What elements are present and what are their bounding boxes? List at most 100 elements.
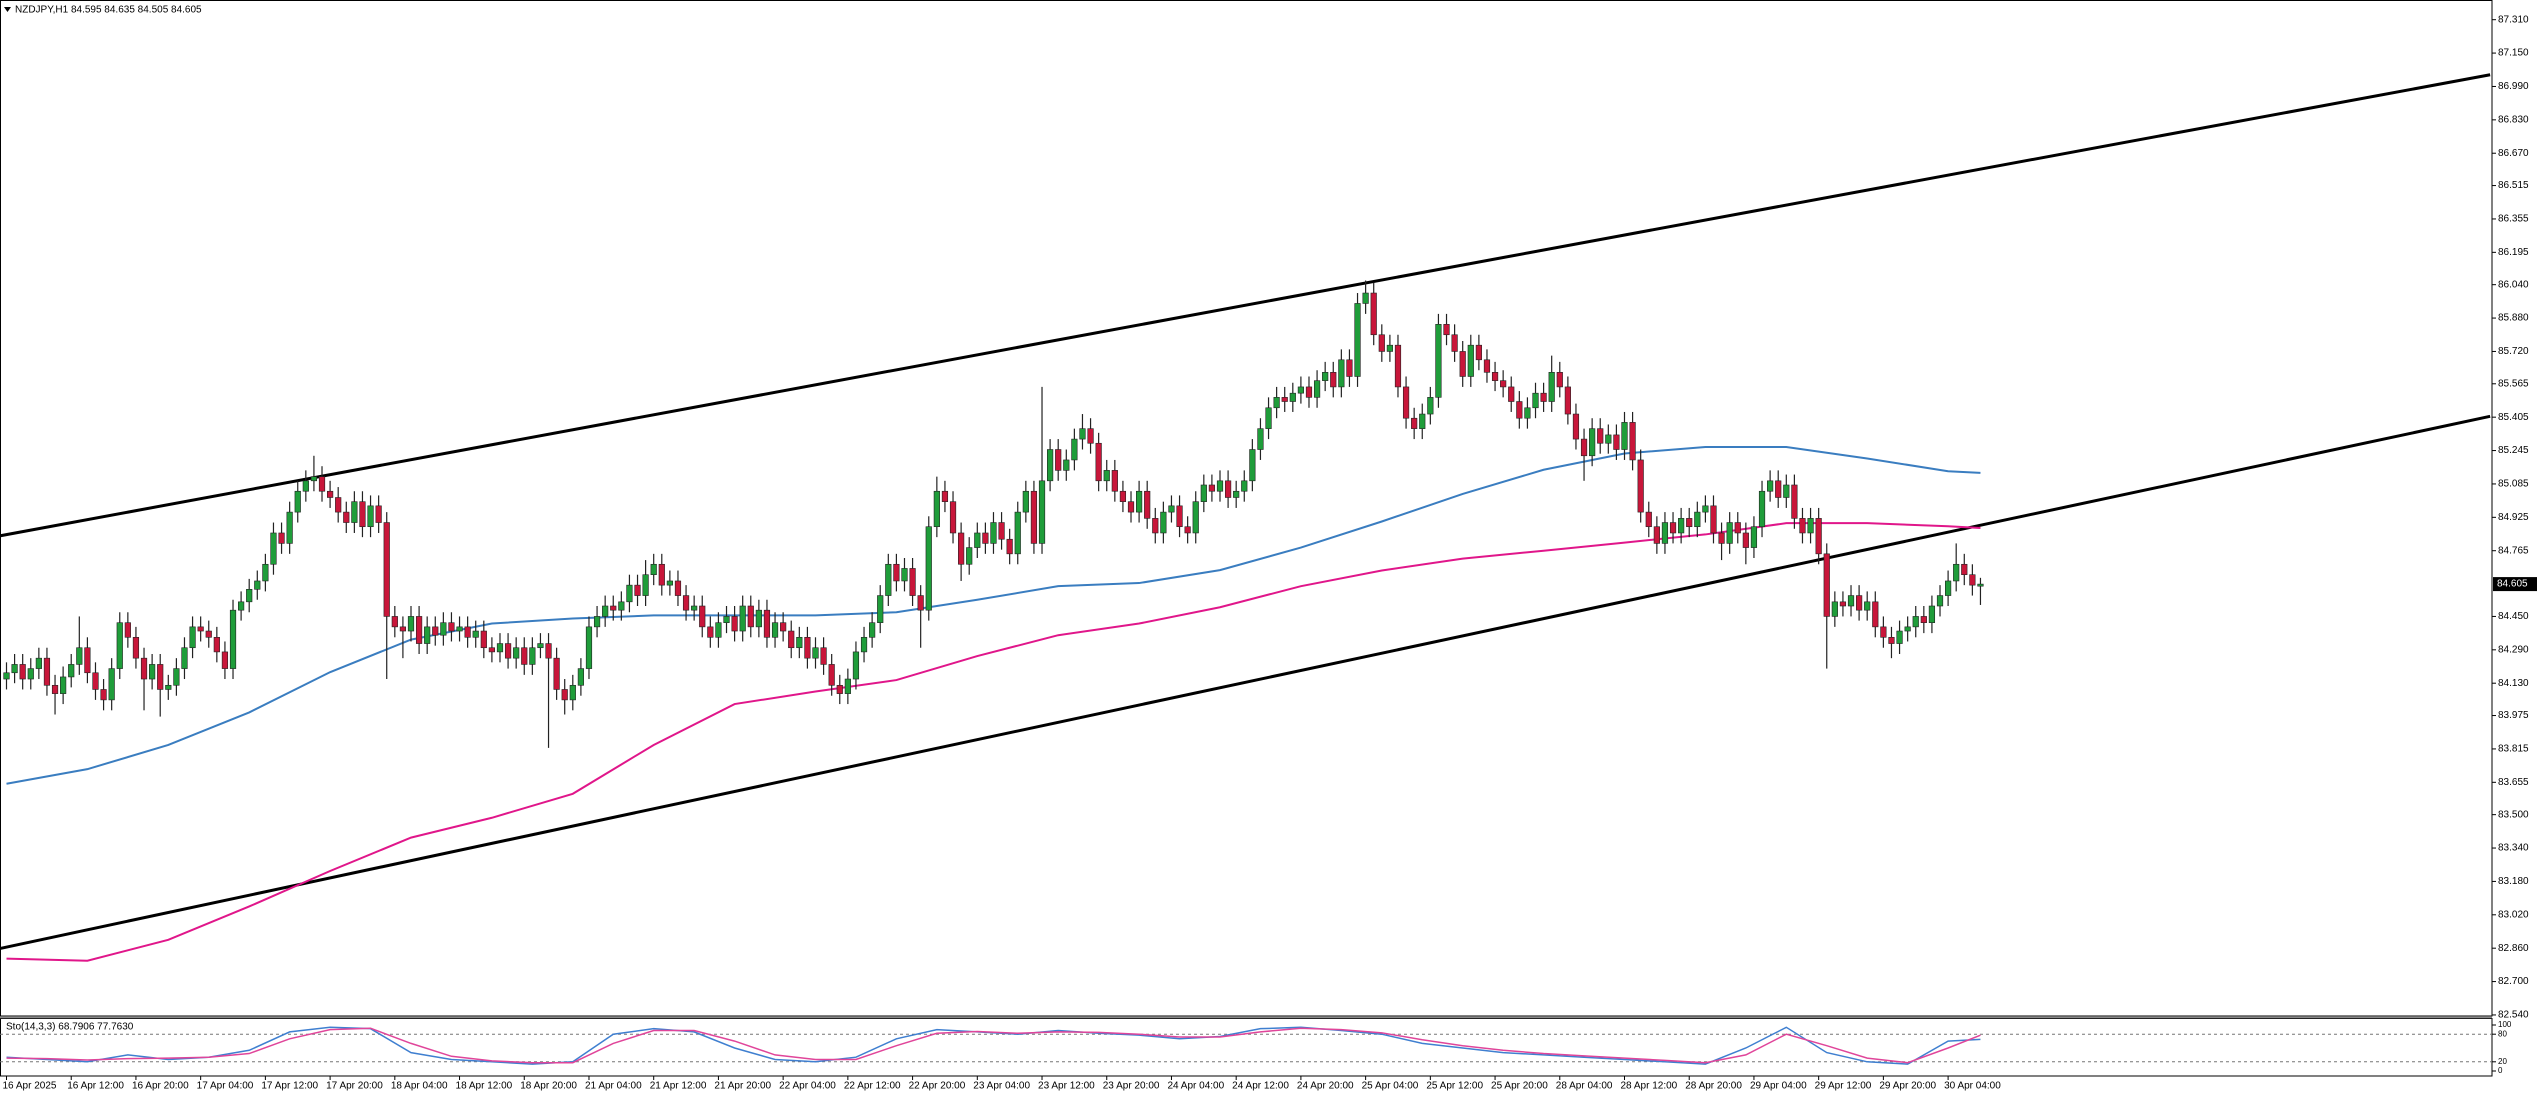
candle-body xyxy=(877,595,884,623)
candle-body xyxy=(885,563,892,596)
candle-body xyxy=(1920,616,1927,623)
candle-body xyxy=(326,490,334,498)
candle-body xyxy=(1459,351,1466,377)
candle-body xyxy=(229,609,237,669)
candle-body xyxy=(391,616,398,628)
candle-body xyxy=(448,622,455,632)
candle-body xyxy=(1233,490,1240,498)
candle-body xyxy=(1289,392,1296,402)
y-tick-label: 86.830 xyxy=(2498,114,2529,125)
candle-body xyxy=(1257,428,1264,450)
candle-body xyxy=(747,605,754,628)
y-tick-label: 85.565 xyxy=(2498,378,2529,389)
candle-body xyxy=(893,563,900,582)
candle-body xyxy=(1564,386,1571,415)
x-tick-label: 17 Apr 04:00 xyxy=(197,1081,254,1092)
candle-body xyxy=(998,522,1005,540)
candle-body xyxy=(440,622,447,636)
candle-body xyxy=(1265,407,1272,429)
candle-body xyxy=(100,689,107,701)
candle-body xyxy=(480,630,487,649)
candle-body xyxy=(828,664,835,686)
candle-body xyxy=(1718,532,1725,544)
candle-body xyxy=(1216,480,1224,492)
candle-body xyxy=(1791,484,1798,519)
candle-body xyxy=(35,657,42,669)
candle-body xyxy=(1176,505,1183,528)
candle-body xyxy=(1961,563,1968,576)
candle-body xyxy=(634,584,641,596)
y-tick-label: 86.990 xyxy=(2498,81,2529,92)
candle-body xyxy=(1847,595,1855,607)
candle-body xyxy=(472,630,479,638)
candle-body xyxy=(974,532,981,548)
candle-body xyxy=(860,636,868,653)
x-tick-label: 23 Apr 12:00 xyxy=(1038,1081,1095,1092)
candle-body xyxy=(68,664,75,678)
candle-body xyxy=(593,616,601,628)
candle-body xyxy=(359,501,366,528)
candle-body xyxy=(60,676,67,694)
candle-body xyxy=(3,672,10,680)
x-tick-label: 21 Apr 12:00 xyxy=(650,1081,707,1092)
candle-body xyxy=(804,636,811,659)
candle-body xyxy=(1103,470,1110,482)
y-tick-label: 83.020 xyxy=(2498,909,2529,920)
symbol-menu-icon[interactable] xyxy=(4,7,11,12)
candle-body xyxy=(1273,397,1280,409)
y-tick-label: 83.815 xyxy=(2498,744,2529,755)
candle-body xyxy=(1443,324,1450,336)
indicator-tick-label: 80 xyxy=(2498,1029,2507,1038)
candle-body xyxy=(537,643,544,649)
candle-body xyxy=(666,580,673,586)
candle-body xyxy=(990,522,997,544)
candle-body xyxy=(84,647,91,674)
candle-body xyxy=(642,574,649,596)
x-tick-label: 25 Apr 12:00 xyxy=(1426,1081,1483,1092)
candle-body xyxy=(1839,601,1847,607)
candle-body xyxy=(310,476,318,482)
candle-body xyxy=(529,647,536,665)
candle-body xyxy=(1742,532,1749,548)
candle-body xyxy=(1055,449,1062,471)
candle-body xyxy=(1831,601,1838,617)
candle-body xyxy=(1758,490,1766,528)
y-tick-label: 82.540 xyxy=(2498,1010,2529,1021)
candle-body xyxy=(1500,380,1507,388)
candle-body xyxy=(375,505,382,523)
candle-body xyxy=(1629,422,1636,461)
candle-body xyxy=(246,589,253,603)
x-tick-label: 28 Apr 04:00 xyxy=(1556,1081,1613,1092)
candle-body xyxy=(521,647,528,665)
candle-body xyxy=(140,657,148,680)
x-tick-label: 22 Apr 12:00 xyxy=(844,1081,901,1092)
y-tick-label: 86.355 xyxy=(2498,214,2529,225)
candle-body xyxy=(43,657,51,686)
candle-body xyxy=(1872,601,1879,628)
candle-body xyxy=(1184,526,1191,534)
candle-body xyxy=(399,626,407,632)
x-tick-label: 18 Apr 04:00 xyxy=(391,1081,448,1092)
candle-body xyxy=(1775,480,1782,498)
candle-body xyxy=(1678,518,1685,534)
candle-body xyxy=(909,568,916,596)
candle-body xyxy=(1888,636,1895,644)
candle-body xyxy=(1548,372,1555,402)
y-tick-label: 84.450 xyxy=(2498,611,2529,622)
candle-body xyxy=(925,526,932,611)
candle-body xyxy=(132,636,140,659)
x-tick-label: 24 Apr 12:00 xyxy=(1232,1081,1289,1092)
candle-body xyxy=(1152,518,1159,534)
candle-body xyxy=(585,626,593,669)
candle-body xyxy=(1427,397,1434,415)
candle-body xyxy=(513,647,520,659)
x-tick-label: 16 Apr 2025 xyxy=(3,1081,57,1092)
candle-body xyxy=(1694,511,1701,528)
candle-body xyxy=(788,630,795,649)
candle-body xyxy=(836,684,843,694)
candle-body xyxy=(1928,605,1936,623)
candle-body xyxy=(1249,449,1256,482)
y-tick-label: 87.310 xyxy=(2498,14,2529,25)
